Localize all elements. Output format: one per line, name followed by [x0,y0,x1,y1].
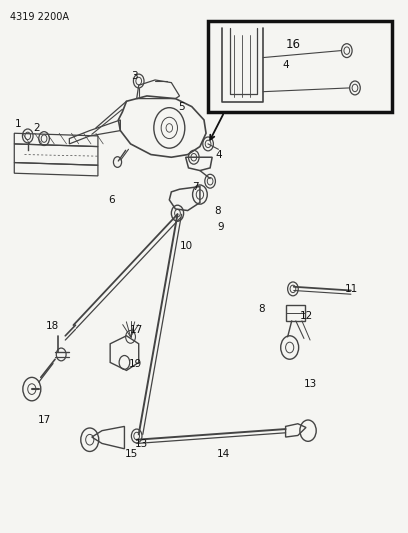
Text: 3: 3 [131,71,138,80]
Text: 18: 18 [46,321,59,331]
Text: 13: 13 [135,439,148,449]
Bar [286,305,305,321]
Text: 13: 13 [304,379,317,389]
Text: 10: 10 [180,241,193,251]
Text: 7: 7 [193,182,199,191]
Text: 16: 16 [286,38,300,51]
Text: 8: 8 [259,304,265,314]
Text: 15: 15 [125,449,138,459]
Text: 8: 8 [215,206,221,215]
Text: 17: 17 [130,326,143,335]
FancyBboxPatch shape [208,21,392,112]
Text: 2: 2 [33,123,40,133]
Text: 4: 4 [215,150,222,159]
Text: 4: 4 [282,60,289,70]
Text: 1: 1 [15,119,22,128]
Text: 14: 14 [217,449,230,459]
Text: 19: 19 [129,359,142,368]
Text: 12: 12 [300,311,313,320]
Text: 5: 5 [178,102,185,111]
Text: 6: 6 [108,195,115,205]
Text: 11: 11 [345,284,358,294]
Text: 4319 2200A: 4319 2200A [10,12,69,22]
Text: 9: 9 [218,222,224,232]
Text: 17: 17 [38,415,51,425]
